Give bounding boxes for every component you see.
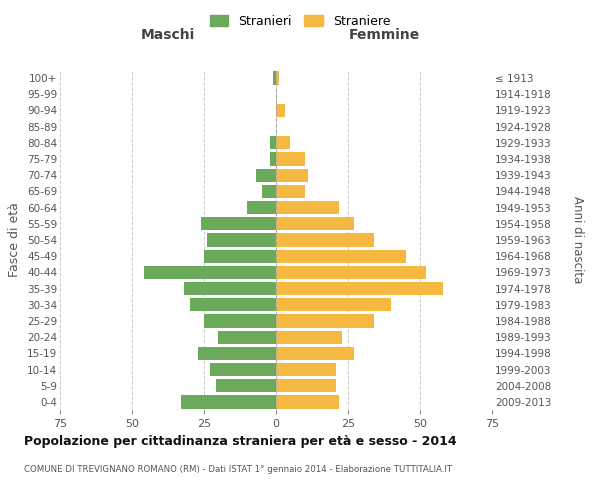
Bar: [276, 152, 305, 166]
Bar: [270, 136, 276, 149]
Text: Popolazione per cittadinanza straniera per età e sesso - 2014: Popolazione per cittadinanza straniera p…: [24, 435, 457, 448]
Bar: [276, 72, 279, 85]
Bar: [276, 185, 305, 198]
Bar: [247, 201, 276, 214]
Bar: [276, 363, 337, 376]
Bar: [276, 104, 284, 117]
Bar: [276, 282, 443, 295]
Text: Maschi: Maschi: [141, 28, 195, 42]
Bar: [204, 314, 276, 328]
Bar: [276, 250, 406, 263]
Y-axis label: Fasce di età: Fasce di età: [8, 202, 22, 278]
Bar: [276, 201, 340, 214]
Bar: [184, 282, 276, 295]
Bar: [273, 72, 276, 85]
Bar: [210, 363, 276, 376]
Bar: [218, 330, 276, 344]
Bar: [143, 266, 276, 279]
Y-axis label: Anni di nascita: Anni di nascita: [571, 196, 584, 284]
Bar: [276, 168, 308, 182]
Bar: [276, 234, 374, 246]
Bar: [270, 152, 276, 166]
Bar: [198, 346, 276, 360]
Bar: [207, 234, 276, 246]
Bar: [276, 217, 354, 230]
Text: COMUNE DI TREVIGNANO ROMANO (RM) - Dati ISTAT 1° gennaio 2014 - Elaborazione TUT: COMUNE DI TREVIGNANO ROMANO (RM) - Dati …: [24, 465, 452, 474]
Bar: [256, 168, 276, 182]
Bar: [190, 298, 276, 312]
Bar: [276, 330, 342, 344]
Bar: [204, 250, 276, 263]
Bar: [276, 379, 337, 392]
Bar: [276, 346, 354, 360]
Bar: [276, 396, 340, 408]
Bar: [181, 396, 276, 408]
Text: Femmine: Femmine: [349, 28, 419, 42]
Bar: [262, 185, 276, 198]
Bar: [276, 314, 374, 328]
Legend: Stranieri, Straniere: Stranieri, Straniere: [206, 11, 394, 32]
Bar: [276, 298, 391, 312]
Bar: [276, 136, 290, 149]
Bar: [201, 217, 276, 230]
Bar: [276, 266, 426, 279]
Bar: [215, 379, 276, 392]
